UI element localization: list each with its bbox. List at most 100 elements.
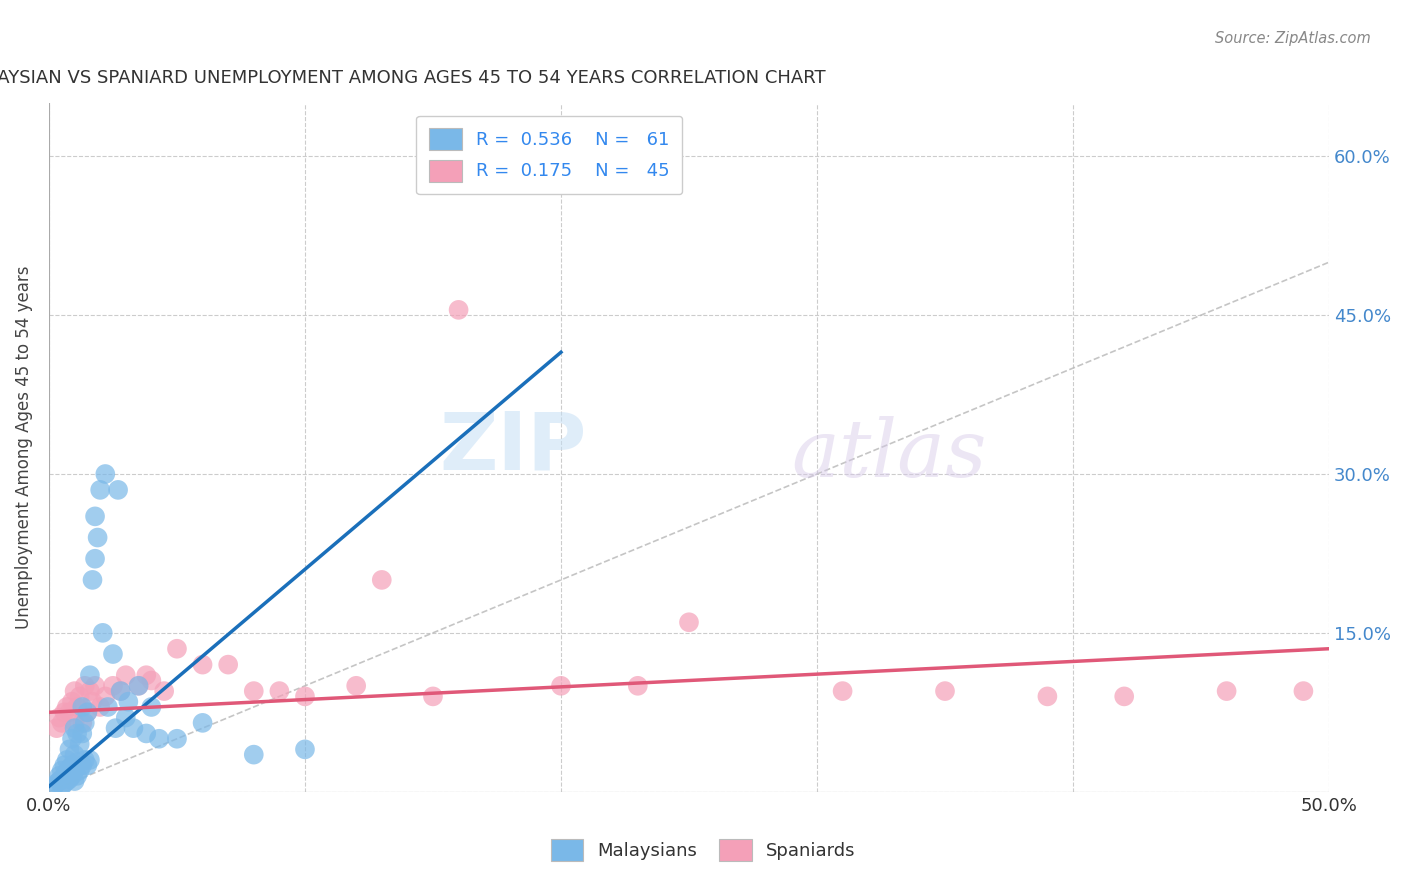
Point — [166, 731, 188, 746]
Point — [678, 615, 700, 630]
Point — [45, 721, 67, 735]
Text: MALAYSIAN VS SPANIARD UNEMPLOYMENT AMONG AGES 45 TO 54 YEARS CORRELATION CHART: MALAYSIAN VS SPANIARD UNEMPLOYMENT AMONG… — [0, 69, 825, 87]
Point — [53, 776, 76, 790]
Point — [63, 774, 86, 789]
Point — [58, 761, 80, 775]
Point — [191, 715, 214, 730]
Point — [60, 758, 83, 772]
Point — [114, 668, 136, 682]
Point — [53, 758, 76, 772]
Point — [107, 483, 129, 497]
Point — [69, 690, 91, 704]
Point — [110, 684, 132, 698]
Point — [97, 700, 120, 714]
Point — [135, 726, 157, 740]
Point — [217, 657, 239, 672]
Point — [434, 160, 457, 174]
Point — [117, 695, 139, 709]
Point — [60, 731, 83, 746]
Point — [242, 747, 264, 762]
Point — [42, 780, 65, 794]
Point — [627, 679, 650, 693]
Point — [104, 721, 127, 735]
Point — [51, 715, 73, 730]
Point — [94, 467, 117, 481]
Point — [72, 715, 94, 730]
Text: ZIP: ZIP — [439, 409, 586, 486]
Point — [148, 731, 170, 746]
Point — [141, 700, 163, 714]
Point — [63, 747, 86, 762]
Point — [56, 753, 79, 767]
Point — [101, 679, 124, 693]
Point — [79, 684, 101, 698]
Point — [69, 764, 91, 778]
Point — [63, 715, 86, 730]
Point — [141, 673, 163, 688]
Point — [48, 769, 70, 783]
Point — [56, 700, 79, 714]
Point — [91, 625, 114, 640]
Point — [60, 695, 83, 709]
Point — [63, 684, 86, 698]
Point — [63, 721, 86, 735]
Point — [934, 684, 956, 698]
Point — [831, 684, 853, 698]
Point — [294, 690, 316, 704]
Legend: R =  0.536    N =   61, R =  0.175    N =   45: R = 0.536 N = 61, R = 0.175 N = 45 — [416, 116, 682, 194]
Point — [53, 706, 76, 720]
Point — [110, 684, 132, 698]
Point — [72, 758, 94, 772]
Point — [82, 695, 104, 709]
Point — [1036, 690, 1059, 704]
Point — [269, 684, 291, 698]
Point — [79, 753, 101, 767]
Point — [101, 647, 124, 661]
Point — [51, 780, 73, 794]
Point — [86, 531, 108, 545]
Point — [1215, 684, 1237, 698]
Point — [76, 706, 98, 720]
Point — [1114, 690, 1136, 704]
Point — [58, 772, 80, 786]
Point — [66, 700, 89, 714]
Text: Source: ZipAtlas.com: Source: ZipAtlas.com — [1215, 31, 1371, 46]
Point — [242, 684, 264, 698]
Point — [191, 657, 214, 672]
Point — [128, 679, 150, 693]
Point — [69, 737, 91, 751]
Point — [56, 774, 79, 789]
Point — [45, 776, 67, 790]
Point — [135, 668, 157, 682]
Point — [66, 769, 89, 783]
Point — [48, 774, 70, 789]
Point — [73, 679, 96, 693]
Point — [84, 551, 107, 566]
Point — [51, 764, 73, 778]
Point — [56, 765, 79, 780]
Y-axis label: Unemployment Among Ages 45 to 54 years: Unemployment Among Ages 45 to 54 years — [15, 266, 32, 629]
Point — [447, 302, 470, 317]
Point — [94, 690, 117, 704]
Point — [122, 721, 145, 735]
Point — [344, 679, 367, 693]
Point — [89, 483, 111, 497]
Point — [66, 755, 89, 769]
Point — [72, 700, 94, 714]
Point — [48, 710, 70, 724]
Point — [73, 715, 96, 730]
Legend: Malaysians, Spaniards: Malaysians, Spaniards — [541, 830, 865, 870]
Point — [58, 742, 80, 756]
Point — [114, 710, 136, 724]
Point — [550, 679, 572, 693]
Point — [58, 706, 80, 720]
Point — [294, 742, 316, 756]
Text: atlas: atlas — [792, 416, 987, 493]
Point — [66, 726, 89, 740]
Point — [128, 679, 150, 693]
Point — [166, 641, 188, 656]
Point — [76, 706, 98, 720]
Point — [84, 679, 107, 693]
Point — [76, 758, 98, 772]
Point — [73, 753, 96, 767]
